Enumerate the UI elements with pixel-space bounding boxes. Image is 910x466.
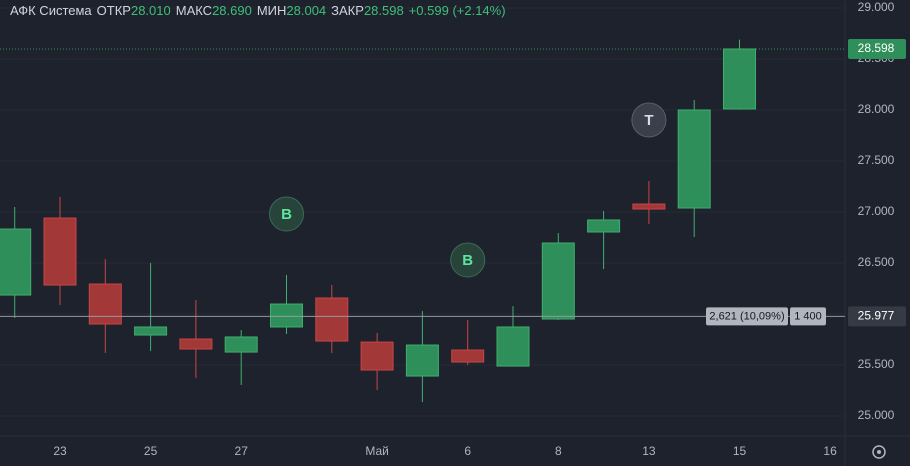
candle-body	[270, 303, 303, 328]
y-tick-label: 28.000	[858, 102, 895, 116]
trade-marker	[631, 102, 667, 138]
header-name: АФК Система	[10, 3, 92, 18]
candle-body	[88, 283, 122, 325]
header: АФК Система ОТКР28.010 МАКС28.690 МИН28.004…	[10, 3, 506, 18]
candle-body	[360, 341, 394, 371]
y-tick-label: 25.000	[858, 408, 895, 422]
header-close: 28.598	[364, 3, 404, 18]
x-tick-label: 15	[733, 444, 747, 458]
header-open: 28.010	[131, 3, 171, 18]
candle-body	[134, 326, 168, 336]
candle-body	[315, 297, 349, 342]
candle-body	[179, 338, 213, 350]
trade-marker-label: B	[281, 206, 292, 223]
header-high: 28.690	[212, 3, 252, 18]
x-tick-label: 16	[823, 444, 837, 458]
candle-body	[224, 336, 258, 353]
measure-box	[790, 307, 826, 326]
candle-body	[541, 242, 575, 320]
header-low: 28.004	[286, 3, 326, 18]
candle-body	[405, 344, 439, 377]
candle-body	[677, 109, 711, 209]
trade-marker-label: B	[462, 252, 473, 269]
crosshair-price-box	[848, 306, 906, 327]
candle-body	[632, 203, 666, 210]
candle-body	[587, 219, 621, 233]
header-change: +0.599 (+2.14%)	[409, 3, 506, 18]
x-tick-label: 23	[53, 444, 67, 458]
x-tick-label: 6	[464, 444, 471, 458]
y-tick-label: 26.500	[858, 255, 895, 269]
measure-bars: 1 400	[794, 310, 822, 322]
trade-marker	[450, 242, 486, 278]
trade-marker	[269, 196, 304, 232]
candle-body	[496, 326, 530, 367]
y-tick-label: 27.500	[858, 153, 895, 167]
x-tick-label: 8	[555, 444, 562, 458]
candle-body	[43, 217, 77, 286]
trade-marker-label: T	[644, 112, 653, 129]
candle-body	[723, 48, 756, 110]
header-close-name: ЗАКР	[331, 3, 364, 18]
measure-box	[706, 307, 788, 326]
y-tick-label: 27.000	[858, 204, 895, 218]
header-low-name: МИН	[257, 3, 287, 18]
last-price-label: 28.598	[858, 41, 895, 55]
x-tick-label: 25	[144, 444, 158, 458]
x-tick-label: 13	[642, 444, 656, 458]
last-price-box	[848, 38, 906, 59]
crosshair-price: 25.977	[858, 309, 895, 323]
x-tick-label: 27	[235, 444, 249, 458]
candle-body	[0, 228, 32, 296]
candle-body	[451, 349, 485, 363]
y-tick-label: 29.000	[858, 0, 895, 14]
settings-icon[interactable]	[872, 445, 886, 459]
x-tick-label: Май	[365, 444, 389, 458]
y-tick-label: 25.500	[858, 357, 895, 371]
measure-change: 2,621 (10,09%)	[709, 310, 784, 322]
header-open-name: ОТКР	[97, 3, 131, 18]
header-high-name: МАКС	[176, 3, 212, 18]
